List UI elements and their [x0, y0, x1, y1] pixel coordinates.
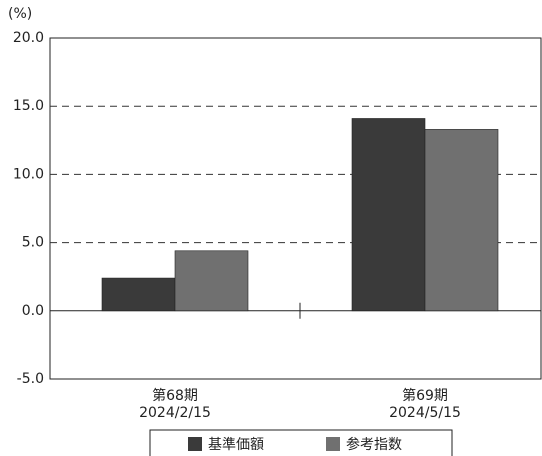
- y-tick-label: 20.0: [13, 30, 44, 46]
- bar: [424, 129, 499, 312]
- y-tick-label: 0.0: [22, 303, 44, 319]
- bar: [174, 250, 249, 312]
- y-tick-label: 15.0: [13, 98, 44, 114]
- x-tick-label: 第68期 2024/2/15: [139, 388, 211, 421]
- y-tick-label: -5.0: [17, 371, 44, 387]
- bar: [351, 118, 426, 312]
- legend-label: 基準価額: [208, 436, 264, 453]
- y-tick-label: 5.0: [22, 235, 44, 251]
- legend-swatch: [188, 437, 202, 451]
- y-axis-label: (%): [8, 6, 32, 22]
- plot-frame: [49, 37, 542, 380]
- x-tick-label: 第69期 2024/5/15: [389, 388, 461, 421]
- bar: [101, 277, 176, 312]
- legend-label: 参考指数: [346, 436, 402, 453]
- legend-swatch: [326, 437, 340, 451]
- y-tick-label: 10.0: [13, 166, 44, 182]
